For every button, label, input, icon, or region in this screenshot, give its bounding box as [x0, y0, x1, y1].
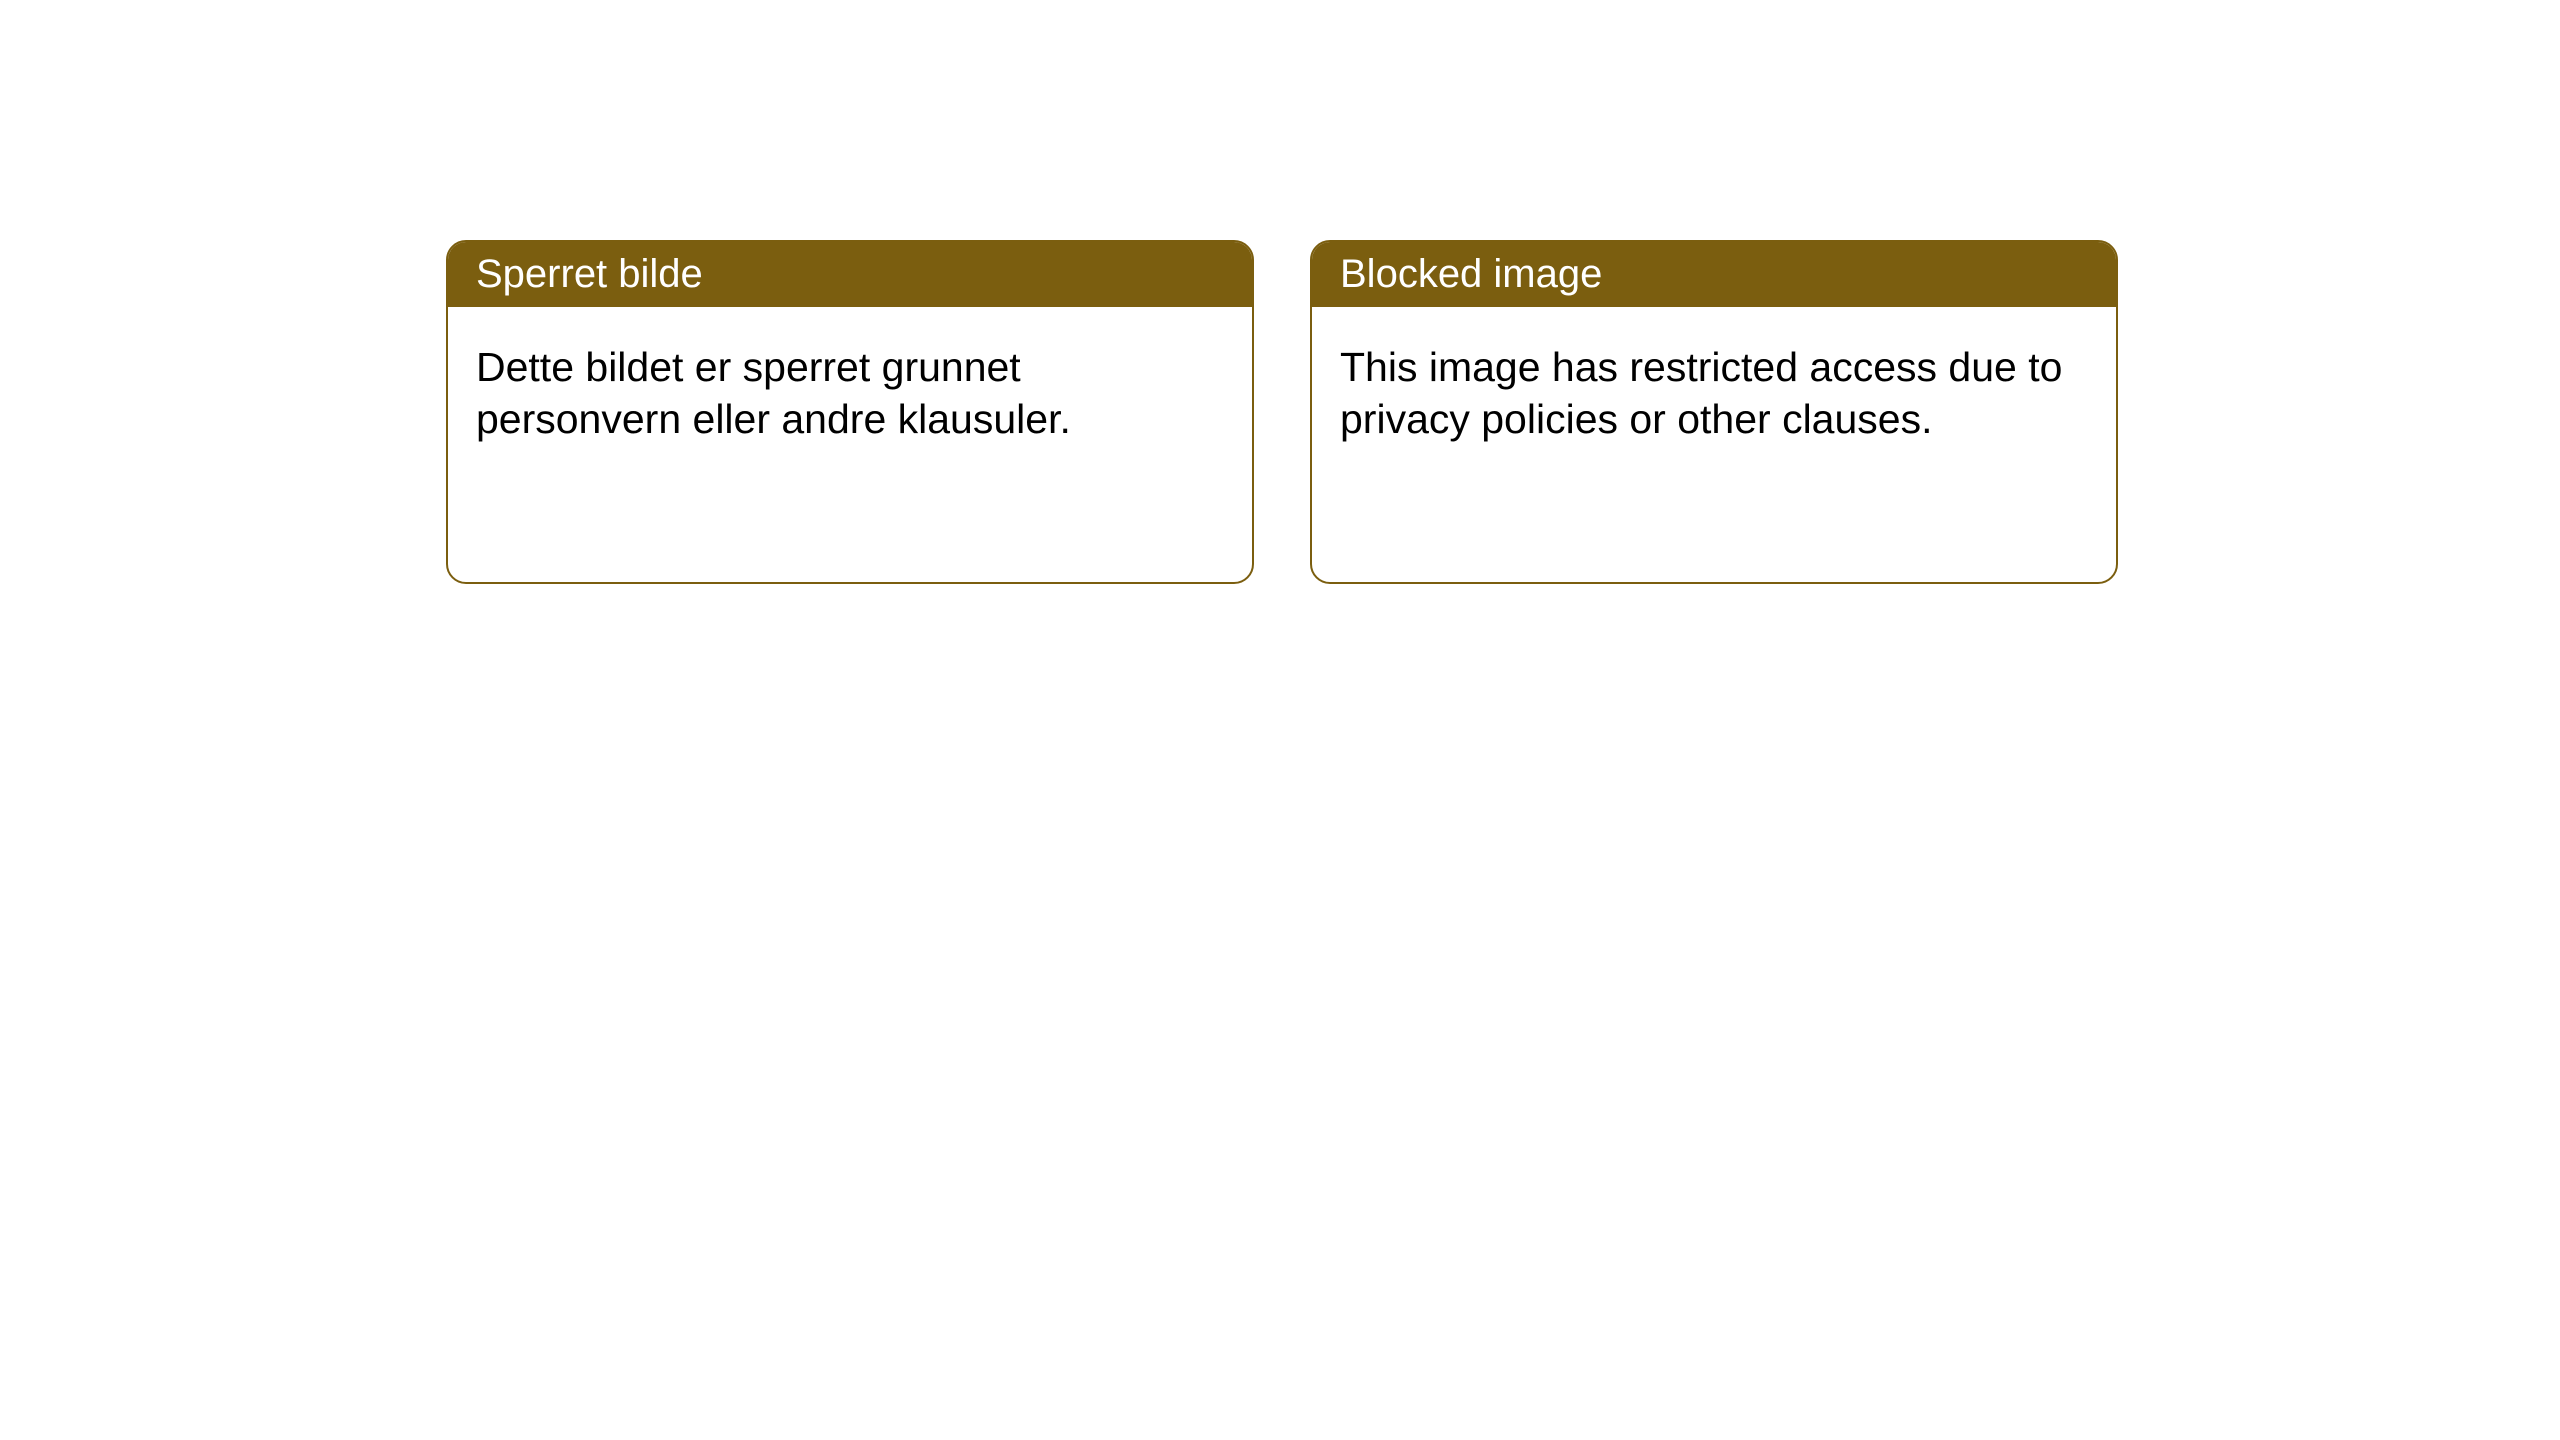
notice-card-english: Blocked image This image has restricted … — [1310, 240, 2118, 584]
card-header: Blocked image — [1312, 242, 2116, 307]
card-body-text: Dette bildet er sperret grunnet personve… — [476, 344, 1071, 442]
card-body: Dette bildet er sperret grunnet personve… — [448, 307, 1252, 480]
notice-card-norwegian: Sperret bilde Dette bildet er sperret gr… — [446, 240, 1254, 584]
card-body: This image has restricted access due to … — [1312, 307, 2116, 480]
notice-cards-container: Sperret bilde Dette bildet er sperret gr… — [446, 240, 2118, 584]
card-title: Blocked image — [1340, 252, 1602, 296]
card-body-text: This image has restricted access due to … — [1340, 344, 2062, 442]
card-title: Sperret bilde — [476, 252, 703, 296]
card-header: Sperret bilde — [448, 242, 1252, 307]
